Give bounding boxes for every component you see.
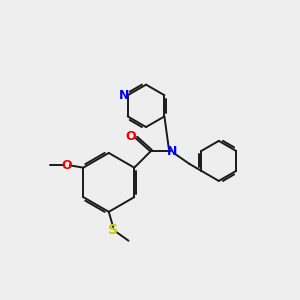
Text: S: S [108, 223, 118, 236]
Text: O: O [125, 130, 136, 143]
Text: N: N [167, 145, 177, 158]
Text: O: O [61, 159, 71, 172]
Text: N: N [119, 89, 129, 102]
